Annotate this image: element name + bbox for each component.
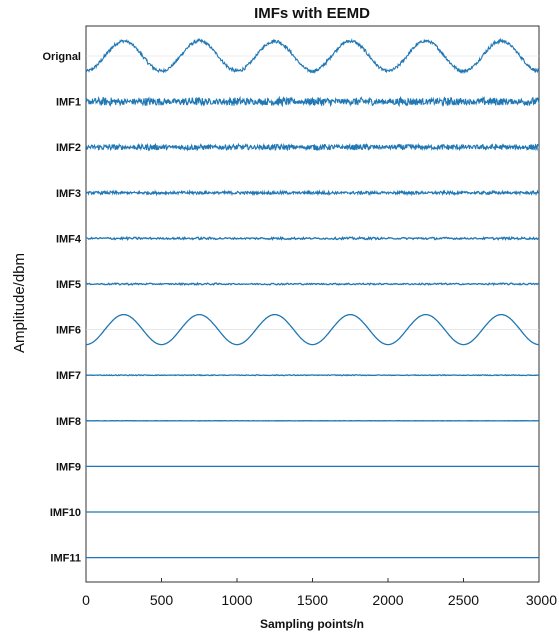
series-line-06	[85, 281, 540, 287]
row-label-05: IMF4	[56, 233, 82, 245]
series-line-04	[85, 189, 540, 197]
y-axis-label: Amplitude/dbm	[11, 253, 28, 353]
x-tick-label-5: 2500	[448, 592, 479, 608]
row-label-12: IMF11	[50, 553, 81, 565]
series-line-08	[85, 373, 540, 377]
row-label-08: IMF7	[56, 370, 81, 382]
x-tick-label-0: 0	[82, 592, 90, 608]
row-label-07: IMF6	[56, 325, 81, 337]
row-label-09: IMF8	[56, 416, 81, 428]
row-label-06: IMF5	[56, 279, 81, 291]
chart-title: IMFs with EEMD	[254, 5, 370, 22]
x-tick-label-1: 500	[150, 592, 174, 608]
series-line-01	[85, 37, 540, 75]
row-label-02: IMF1	[56, 97, 81, 109]
x-tick-label-4: 2000	[372, 592, 403, 608]
series-line-03	[85, 142, 540, 152]
row-label-04: IMF3	[56, 188, 81, 200]
row-label-10: IMF9	[56, 461, 81, 473]
x-tick-label-3: 1500	[297, 592, 328, 608]
x-axis-label: Sampling points/n	[260, 617, 364, 631]
series-line-02	[85, 95, 540, 108]
series-line-05	[85, 235, 540, 241]
row-label-11: IMF10	[50, 507, 81, 519]
series-line-07	[86, 313, 539, 346]
x-tick-label-6: 3000	[526, 592, 557, 608]
plot-frame	[85, 25, 540, 583]
x-tick-label-2: 1000	[221, 592, 252, 608]
row-label-03: IMF2	[56, 142, 81, 154]
row-label-01: Orignal	[42, 51, 81, 63]
